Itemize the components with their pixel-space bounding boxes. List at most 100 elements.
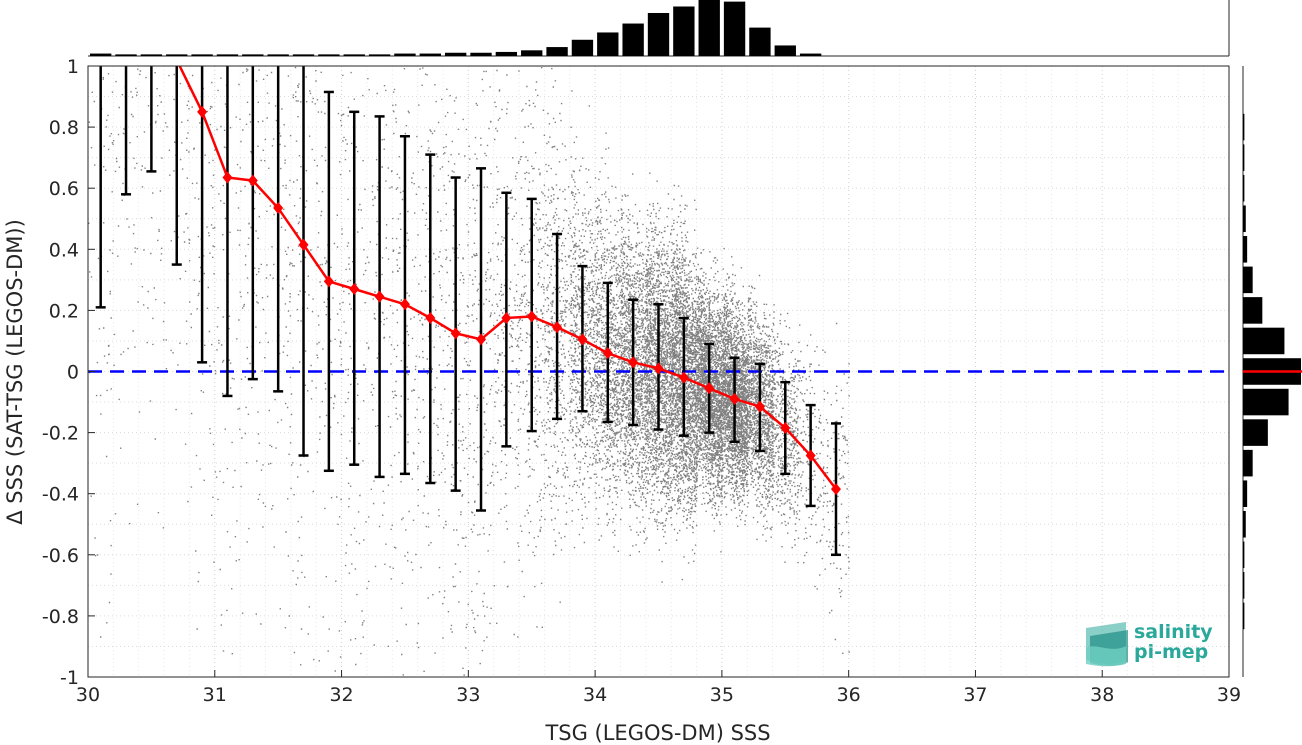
mean-marker [678, 371, 689, 384]
top-histogram-bar [698, 0, 720, 56]
mean-marker [222, 171, 233, 184]
y-tick-label: 1 [67, 56, 79, 78]
mean-line [178, 66, 841, 496]
svg-text:pi-mep: pi-mep [1134, 641, 1208, 663]
x-tick-label: 33 [456, 684, 480, 706]
top-histogram-bar [140, 54, 163, 56]
top-histogram-bar [673, 6, 695, 57]
y-tick-label: 0.6 [49, 178, 79, 200]
top-histogram-bar [546, 47, 568, 56]
top-histogram-bar [723, 1, 746, 57]
right-histogram-bar [1243, 480, 1248, 507]
top-histogram-bar [774, 45, 796, 56]
top-histogram [88, 0, 1230, 57]
mean-marker [780, 422, 791, 435]
right-histogram-bar [1243, 113, 1245, 141]
mean-marker [349, 283, 360, 296]
right-histogram-bar [1243, 510, 1246, 538]
y-tick-label: 0.2 [49, 300, 79, 322]
mean-marker [450, 327, 461, 340]
mean-marker [628, 356, 639, 369]
mean-marker [729, 392, 740, 405]
top-histogram-bar [90, 53, 112, 56]
top-histogram-bar [394, 53, 416, 56]
top-histogram-bar [622, 23, 644, 56]
mean-marker [577, 333, 588, 346]
y-tick-label: -0.4 [42, 484, 79, 506]
top-histogram-bar [521, 50, 543, 56]
mean-marker [323, 275, 334, 288]
top-histogram-bar [647, 12, 670, 56]
right-histogram-bar [1243, 327, 1285, 355]
top-histogram-bar [749, 27, 771, 56]
mean-marker [805, 449, 816, 462]
mean-marker [501, 312, 512, 325]
mean-marker [273, 202, 284, 215]
right-histogram-bar [1243, 266, 1253, 294]
scatter-dots [88, 66, 850, 677]
mean-marker [526, 310, 537, 323]
y-tick-label: -0.8 [42, 606, 79, 628]
mean-marker [830, 483, 841, 496]
right-histogram-bar [1243, 419, 1268, 446]
top-histogram-bar [495, 51, 518, 56]
axis-ticks: 30 31 32 33 34 35 36 37 38 39 1 0.8 0.6 0.4 0.2 0 -0.2 -0… [42, 56, 1241, 706]
x-tick-label: 39 [1217, 684, 1241, 706]
y-tick-label: 0.4 [49, 239, 79, 261]
top-histogram-bar [191, 54, 213, 56]
top-histogram-bar [597, 32, 619, 56]
top-histogram-bar [115, 54, 137, 56]
top-histogram-bar [267, 54, 289, 56]
salinity-pi-mep-logo: salinity pi-mep [1086, 621, 1213, 667]
y-tick-label: -0.6 [42, 545, 79, 567]
mean-marker [653, 362, 664, 375]
right-histogram-bar [1243, 541, 1245, 569]
top-histogram-bar [166, 54, 188, 56]
right-histogram-bar [1243, 205, 1246, 233]
y-tick-label: -1 [60, 667, 79, 689]
mean-marker [197, 105, 208, 118]
top-histogram-bar [216, 54, 239, 56]
mean-marker [247, 174, 258, 187]
top-histogram-bar [368, 54, 391, 56]
top-histogram-bar [799, 53, 822, 56]
right-histogram-bar [1243, 297, 1263, 324]
error-bar [121, 66, 132, 196]
top-histogram-bar [419, 53, 441, 56]
mean-marker [425, 312, 436, 325]
y-axis-title: Δ SSS (SAT-TSG (LEGOS-DM)) [3, 219, 27, 525]
error-bar [95, 66, 106, 309]
right-histogram [1242, 66, 1302, 677]
scatter-points [88, 66, 850, 677]
mean-marker [552, 321, 563, 334]
mean-marker [298, 238, 309, 251]
x-tick-label: 37 [963, 684, 987, 706]
top-histogram-bar [292, 54, 315, 56]
mean-marker [704, 382, 715, 395]
mean-marker [476, 333, 487, 346]
right-histogram-bar [1243, 174, 1245, 202]
x-tick-label: 30 [76, 684, 100, 706]
mean-marker [374, 290, 385, 303]
mean-marker [399, 298, 410, 311]
top-histogram-bar [318, 54, 340, 56]
x-tick-label: 34 [583, 684, 607, 706]
right-histogram-bar [1243, 388, 1289, 416]
right-histogram-bar [1243, 572, 1245, 599]
right-histogram-bar [1243, 144, 1245, 171]
y-tick-label: 0 [67, 362, 79, 384]
x-tick-label: 32 [329, 684, 353, 706]
y-tick-label: 0.8 [49, 117, 79, 139]
error-bar [197, 66, 208, 364]
x-tick-label: 31 [203, 684, 227, 706]
error-bar [171, 66, 182, 266]
top-histogram-bar [444, 52, 467, 56]
top-histogram-bar [571, 39, 594, 56]
error-bar [298, 66, 309, 457]
x-axis-title: TSG (LEGOS-DM) SSS [544, 721, 770, 745]
y-tick-label: -0.2 [42, 423, 79, 445]
top-histogram-bar [343, 54, 365, 56]
top-histogram-bar [242, 54, 264, 56]
x-tick-label: 36 [837, 684, 861, 706]
